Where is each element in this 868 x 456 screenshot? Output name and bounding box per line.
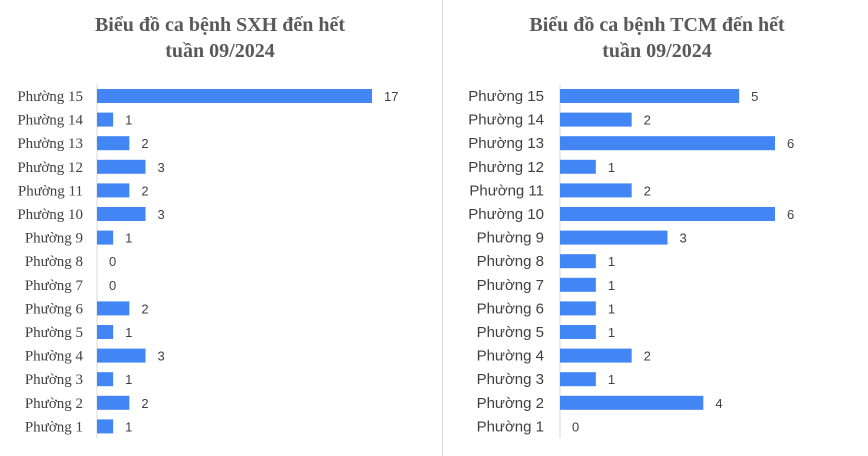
data-label: 1 [125, 113, 132, 128]
chart-tcm: Biểu đồ ca bệnh TCM đến hết tuần 09/2024… [446, 0, 868, 456]
bar [97, 183, 130, 198]
bar [560, 254, 596, 269]
data-label: 1 [125, 419, 132, 434]
category-label: Phường 9 [477, 230, 544, 247]
category-label: Phường 2 [477, 395, 544, 412]
data-label: 5 [751, 89, 758, 104]
bar [560, 230, 668, 245]
bar [560, 112, 632, 127]
category-label: Phường 3 [25, 372, 83, 388]
bar [97, 301, 130, 316]
chart-title: Biểu đồ ca bệnh TCM đến hết tuần 09/2024 [446, 12, 868, 64]
category-label: Phường 13 [17, 136, 83, 152]
category-label: Phường 12 [17, 160, 83, 176]
data-label: 6 [787, 136, 794, 151]
category-label: Phường 1 [25, 419, 83, 435]
category-label: Phường 14 [468, 112, 544, 129]
category-label: Phường 12 [468, 159, 544, 176]
data-label: 3 [158, 349, 165, 364]
category-label: Phường 4 [477, 348, 544, 365]
data-label: 2 [644, 349, 651, 364]
data-label: 1 [125, 325, 132, 340]
data-label: 2 [141, 301, 148, 316]
category-label: Phường 6 [25, 301, 84, 317]
category-label: Phường 11 [18, 183, 83, 199]
data-label: 2 [644, 113, 651, 128]
data-label: 1 [608, 325, 615, 340]
data-label: 3 [158, 207, 165, 222]
category-label: Phường 15 [468, 88, 544, 105]
data-label: 0 [572, 419, 579, 434]
category-label: Phường 7 [477, 277, 544, 294]
category-label: Phường 2 [25, 396, 83, 412]
data-label: 1 [125, 372, 132, 387]
bar [560, 89, 740, 103]
bar [560, 277, 596, 292]
bar [97, 136, 130, 151]
data-label: 1 [608, 278, 615, 293]
data-label: 4 [715, 396, 722, 411]
chart-title: Biểu đồ ca bệnh SXH đến hết tuần 09/2024 [0, 12, 440, 64]
bar [97, 230, 114, 245]
data-label: 1 [608, 254, 615, 269]
bar [560, 207, 775, 221]
category-label: Phường 3 [477, 371, 544, 388]
bar [97, 372, 114, 387]
data-label: 2 [141, 136, 148, 151]
category-label: Phường 1 [477, 418, 544, 435]
bar [560, 348, 632, 363]
data-label: 2 [141, 183, 148, 198]
category-label: Phường 14 [17, 113, 83, 129]
bar [97, 348, 146, 363]
bar [97, 159, 146, 174]
data-label: 2 [141, 396, 148, 411]
bar [560, 395, 704, 410]
data-label: 2 [644, 183, 651, 198]
category-label: Phường 9 [25, 231, 83, 247]
chart-sxh: Biểu đồ ca bệnh SXH đến hết tuần 09/2024… [0, 12, 440, 439]
chart-title-line2: tuần 09/2024 [602, 40, 712, 62]
panel-divider [442, 0, 443, 456]
category-label: Phường 10 [17, 207, 83, 223]
data-label: 0 [109, 254, 116, 269]
bar [97, 89, 372, 103]
bar [97, 325, 114, 339]
category-label: Phường 11 [469, 182, 544, 199]
bar [560, 301, 596, 316]
data-label: 1 [608, 372, 615, 387]
data-label: 1 [608, 160, 615, 175]
category-label: Phường 8 [477, 253, 544, 270]
data-label: 1 [608, 301, 615, 316]
bar [97, 395, 130, 410]
data-label: 1 [125, 231, 132, 246]
data-label: 6 [787, 207, 794, 222]
bar [560, 325, 596, 339]
data-label: 3 [680, 231, 687, 246]
category-label: Phường 7 [25, 278, 84, 294]
bar [560, 136, 775, 151]
bar [97, 112, 114, 127]
bar [560, 183, 632, 198]
category-label: Phường 4 [25, 349, 84, 365]
category-label: Phường 5 [25, 325, 83, 341]
chart-title-line1: Biểu đồ ca bệnh SXH đến hết [94, 14, 346, 36]
bar [97, 207, 146, 221]
data-label: 3 [158, 160, 165, 175]
chart-title-line1: Biểu đồ ca bệnh TCM đến hết [529, 14, 785, 36]
category-label: Phường 5 [477, 324, 544, 341]
bar [97, 419, 114, 434]
category-label: Phường 8 [25, 254, 83, 270]
bar [560, 372, 596, 387]
category-label: Phường 10 [468, 206, 544, 223]
category-label: Phường 6 [477, 300, 544, 317]
category-label: Phường 15 [17, 89, 83, 105]
bar [560, 159, 596, 174]
category-label: Phường 13 [468, 135, 544, 152]
chart-title-line2: tuần 09/2024 [165, 40, 275, 62]
data-label: 17 [384, 89, 398, 104]
data-label: 0 [109, 278, 116, 293]
